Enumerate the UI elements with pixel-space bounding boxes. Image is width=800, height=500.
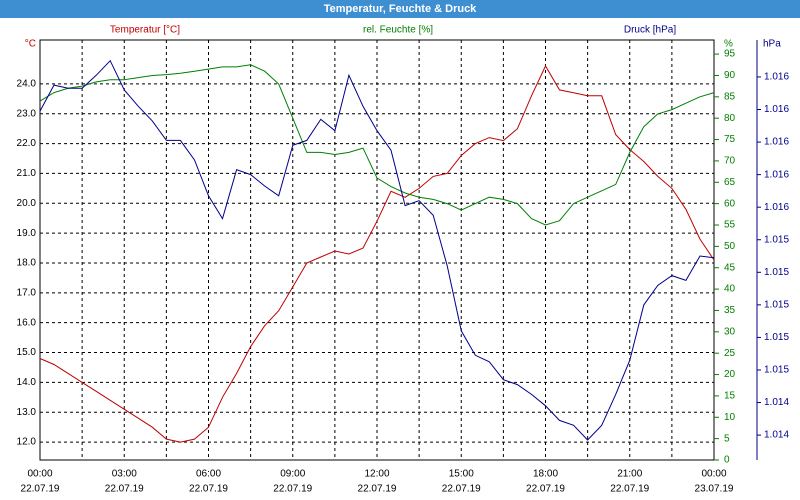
y-tick-label: 18.0 xyxy=(17,258,37,269)
y2-tick-label: 70 xyxy=(724,156,736,167)
y-tick-label: 15.0 xyxy=(17,347,37,358)
y2-tick-label: 65 xyxy=(724,177,736,188)
y3-tick-label: 1.016 xyxy=(764,72,789,83)
x-tick-date: 22.07.19 xyxy=(610,484,649,495)
y3-tick-label: 1.016 xyxy=(764,202,789,213)
x-tick-date: 22.07.19 xyxy=(189,484,228,495)
x-tick-date: 22.07.19 xyxy=(358,484,397,495)
y2-tick-label: 35 xyxy=(724,305,736,316)
y-tick-label: 16.0 xyxy=(17,317,37,328)
y-tick-label: 22.0 xyxy=(17,138,37,149)
x-tick-date: 22.07.19 xyxy=(526,484,565,495)
y-axis-label: °C xyxy=(25,39,36,50)
legend-label: Druck [hPa] xyxy=(624,25,676,36)
y3-tick-label: 1.016 xyxy=(764,104,789,115)
y3-tick-label: 1.015 xyxy=(764,365,789,376)
x-tick-date: 23.07.19 xyxy=(695,484,734,495)
y2-tick-label: 15 xyxy=(724,391,736,402)
x-tick-label: 06:00 xyxy=(196,469,221,480)
y-tick-label: 20.0 xyxy=(17,198,37,209)
x-tick-date: 22.07.19 xyxy=(21,484,60,495)
x-tick-date: 22.07.19 xyxy=(105,484,144,495)
title-bar xyxy=(0,0,800,18)
y2-tick-label: 30 xyxy=(724,326,736,337)
y3-tick-label: 1.015 xyxy=(764,267,789,278)
chart-title: Temperatur, Feuchte & Druck xyxy=(324,3,477,15)
x-tick-label: 00:00 xyxy=(27,469,52,480)
x-tick-label: 21:00 xyxy=(617,469,642,480)
legend-label: Temperatur [°C] xyxy=(110,25,180,36)
y2-tick-label: 85 xyxy=(724,91,736,102)
x-tick-label: 18:00 xyxy=(533,469,558,480)
y2-axis-label: % xyxy=(724,39,733,50)
data-line xyxy=(39,64,715,443)
y2-tick-label: 75 xyxy=(724,134,736,145)
legend-label: rel. Feuchte [%] xyxy=(363,25,433,36)
y2-tick-label: 5 xyxy=(724,433,730,444)
y3-tick-label: 1.016 xyxy=(764,169,789,180)
y3-tick-label: 1.015 xyxy=(764,234,789,245)
y3-tick-label: 1.015 xyxy=(764,332,789,343)
y2-tick-label: 60 xyxy=(724,198,736,209)
x-tick-date: 22.07.19 xyxy=(273,484,312,495)
y3-tick-label: 1.014 xyxy=(764,397,789,408)
y2-tick-label: 90 xyxy=(724,70,736,81)
y-tick-label: 23.0 xyxy=(17,108,37,119)
y-tick-label: 13.0 xyxy=(17,407,37,418)
data-line xyxy=(39,59,715,441)
y2-tick-label: 95 xyxy=(724,49,736,60)
y-tick-label: 17.0 xyxy=(17,287,37,298)
x-tick-date: 22.07.19 xyxy=(442,484,481,495)
x-tick-label: 12:00 xyxy=(364,469,389,480)
y3-tick-label: 1.016 xyxy=(764,137,789,148)
y-tick-label: 12.0 xyxy=(17,437,37,448)
x-tick-label: 00:00 xyxy=(701,469,726,480)
y-tick-label: 21.0 xyxy=(17,168,37,179)
y2-tick-label: 25 xyxy=(724,348,736,359)
x-tick-label: 03:00 xyxy=(112,469,137,480)
y2-tick-label: 55 xyxy=(724,220,736,231)
y2-tick-label: 50 xyxy=(724,241,736,252)
y2-tick-label: 20 xyxy=(724,369,736,380)
y2-tick-label: 40 xyxy=(724,284,736,295)
y2-tick-label: 80 xyxy=(724,113,736,124)
y3-tick-label: 1.014 xyxy=(764,430,789,441)
y2-tick-label: 0 xyxy=(724,455,730,466)
y3-axis-label: hPa xyxy=(763,39,781,50)
y-tick-label: 14.0 xyxy=(17,377,37,388)
y-tick-label: 24.0 xyxy=(17,79,37,90)
x-tick-label: 09:00 xyxy=(280,469,305,480)
data-line xyxy=(39,64,715,226)
y2-tick-label: 10 xyxy=(724,412,736,423)
y2-tick-label: 45 xyxy=(724,262,736,273)
x-tick-label: 15:00 xyxy=(449,469,474,480)
y-tick-label: 19.0 xyxy=(17,228,37,239)
y3-tick-label: 1.015 xyxy=(764,300,789,311)
